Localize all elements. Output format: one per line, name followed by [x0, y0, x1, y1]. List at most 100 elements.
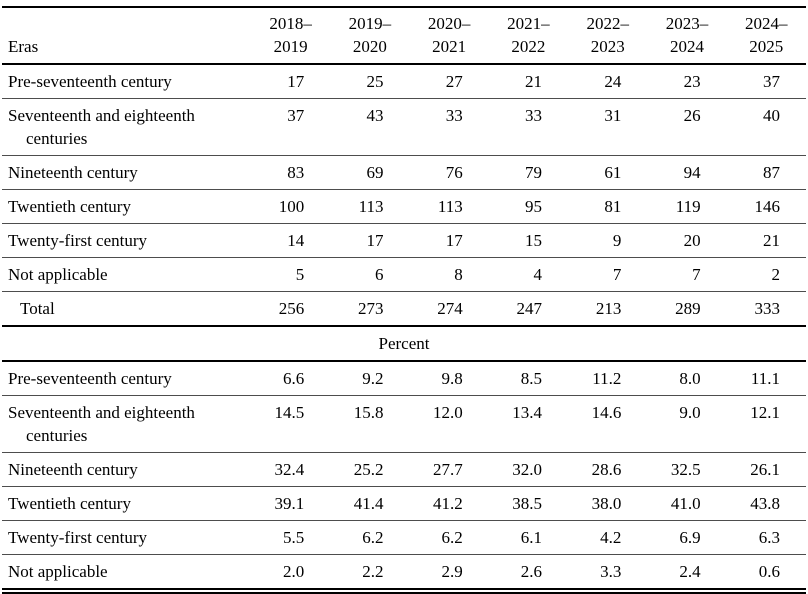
percent-section: Pre-seventeenth century 6.6 9.2 9.8 8.5 11.2 8… [2, 361, 806, 591]
value-cell: 11.1 [750, 369, 780, 388]
percent-row: Seventeenth and eighteenth centuries 14.5… [2, 395, 806, 453]
value-cell: 6.9 [679, 528, 701, 547]
value-cell: 43.8 [750, 494, 780, 513]
year-header-line: 2020 [352, 37, 387, 56]
year-column-header: 2024– 2025 [727, 7, 806, 64]
value-cell: 6.1 [520, 528, 543, 547]
value-cell: 87 [763, 163, 780, 182]
value-cell: 28.6 [591, 460, 622, 479]
value-cell: 38.0 [591, 494, 622, 513]
value-cell: 27.7 [433, 460, 463, 479]
value-cell: 21 [763, 231, 780, 250]
value-cell: 2 [771, 265, 781, 284]
header-row: Eras 2018– 2019 2019– 2020 2020– 2021 2021– 202… [2, 7, 806, 64]
value-cell: 39.1 [274, 494, 305, 513]
value-cell: 17 [445, 231, 463, 250]
value-cell: 9.0 [679, 403, 701, 422]
year-column-header: 2022– 2023 [568, 7, 647, 64]
value-cell: 25 [366, 72, 384, 91]
value-cell: 24 [604, 72, 622, 91]
value-cell: 95 [525, 197, 543, 216]
percent-band-row: Percent [2, 326, 806, 361]
percent-row: Pre-seventeenth century 6.6 9.2 9.8 8.5 11.2 8… [2, 361, 806, 396]
value-cell: 3.3 [600, 562, 622, 581]
value-cell: 6.2 [441, 528, 463, 547]
value-cell: 32.4 [274, 460, 305, 479]
value-cell: 119 [675, 197, 701, 216]
value-cell: 40 [763, 106, 780, 125]
value-cell: 0.6 [758, 562, 780, 581]
era-label: Twenty-first century [8, 528, 148, 547]
year-column-header: 2021– 2022 [489, 7, 568, 64]
year-header-line: 2019– [348, 14, 392, 33]
value-cell: 79 [525, 163, 543, 182]
value-cell: 8.5 [520, 369, 543, 388]
value-cell: 113 [358, 197, 384, 216]
value-cell: 32.0 [512, 460, 543, 479]
value-cell: 256 [278, 299, 305, 318]
value-cell: 2.4 [679, 562, 701, 581]
value-cell: 5 [295, 265, 305, 284]
value-cell: 289 [675, 299, 701, 318]
value-cell: 76 [445, 163, 463, 182]
era-label: Total [20, 299, 55, 318]
counts-row: Twenty-first century 14 17 17 15 9 20 21 [2, 223, 806, 258]
value-cell: 6 [374, 265, 384, 284]
value-cell: 9.8 [441, 369, 463, 388]
year-header-line: 2025 [749, 37, 784, 56]
value-cell: 41.4 [353, 494, 384, 513]
era-label: Not applicable [8, 265, 108, 284]
value-cell: 6.6 [282, 369, 305, 388]
value-cell: 12.1 [750, 403, 780, 422]
value-cell: 31 [604, 106, 622, 125]
value-cell: 2.6 [520, 562, 543, 581]
value-cell: 83 [287, 163, 305, 182]
value-cell: 4.2 [600, 528, 622, 547]
value-cell: 38.5 [512, 494, 543, 513]
value-cell: 7 [612, 265, 622, 284]
value-cell: 61 [604, 163, 622, 182]
value-cell: 17 [287, 72, 305, 91]
era-label: Pre-seventeenth century [8, 72, 172, 91]
value-cell: 69 [366, 163, 384, 182]
value-cell: 8.0 [679, 369, 701, 388]
value-cell: 9.2 [362, 369, 384, 388]
value-cell: 27 [445, 72, 463, 91]
era-label: Twenty-first century [8, 231, 148, 250]
value-cell: 333 [754, 299, 781, 318]
value-cell: 37 [763, 72, 780, 91]
value-cell: 5.5 [282, 528, 305, 547]
year-header-line: 2022– [586, 14, 629, 33]
counts-row: Twentieth century 100 113 113 95 81 119 146 [2, 189, 806, 224]
percent-row: Twenty-first century 5.5 6.2 6.2 6.1 4.2 6.9 6.… [2, 520, 806, 555]
value-cell: 9 [612, 231, 622, 250]
value-cell: 13.4 [512, 403, 543, 422]
value-cell: 100 [278, 197, 305, 216]
value-cell: 8 [454, 265, 463, 284]
era-label: Nineteenth century [8, 163, 138, 182]
value-cell: 274 [437, 299, 463, 318]
counts-row: Seventeenth and eighteenth centuries 37 43… [2, 98, 806, 156]
era-label: Not applicable [8, 562, 108, 581]
era-label: Seventeenth and eighteenth centuries [8, 106, 195, 148]
value-cell: 213 [595, 299, 622, 318]
value-cell: 41.2 [433, 494, 463, 513]
value-cell: 6.3 [758, 528, 780, 547]
era-label: Seventeenth and eighteenth centuries [8, 403, 195, 445]
value-cell: 41.0 [670, 494, 701, 513]
value-cell: 7 [692, 265, 701, 284]
percent-row: Twentieth century 39.1 41.4 41.2 38.5 38.0 41.… [2, 486, 806, 521]
value-cell: 247 [516, 299, 543, 318]
counts-row: Total 256 273 274 247 213 289 333 [2, 291, 806, 327]
value-cell: 6.2 [362, 528, 384, 547]
counts-row: Pre-seventeenth century 17 25 27 21 24 23 37 [2, 64, 806, 99]
value-cell: 37 [287, 106, 305, 125]
value-cell: 15.8 [353, 403, 384, 422]
value-cell: 113 [437, 197, 463, 216]
value-cell: 11.2 [592, 369, 622, 388]
value-cell: 43 [366, 106, 384, 125]
value-cell: 33 [445, 106, 463, 125]
value-cell: 14 [287, 231, 305, 250]
counts-section: Pre-seventeenth century 17 25 27 21 24 2 3 3 7 Sev… [2, 64, 806, 326]
